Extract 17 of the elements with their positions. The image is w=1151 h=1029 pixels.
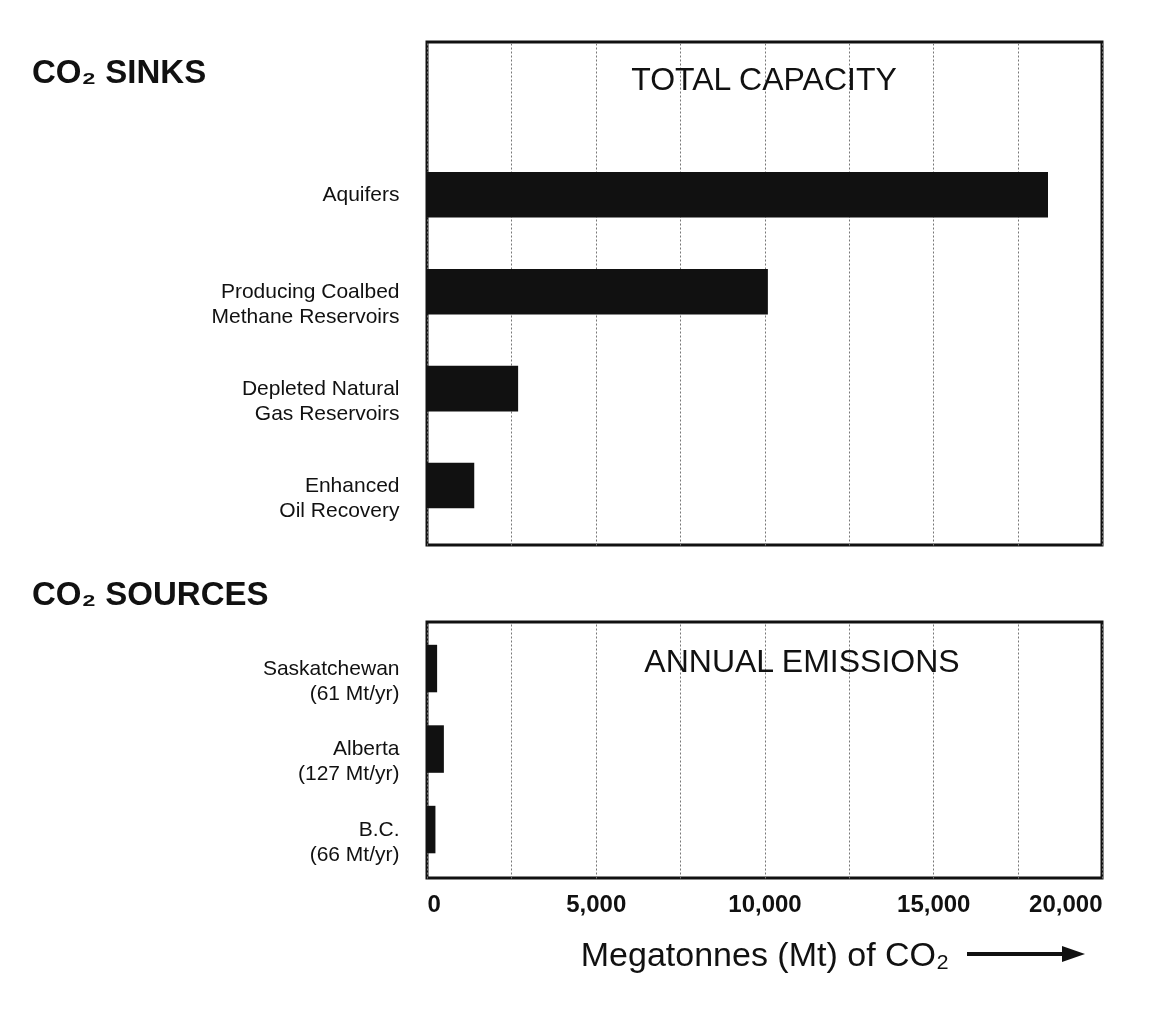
text: CO₂ SOURCES [32, 575, 269, 612]
y-tick-label: Aquifers [322, 181, 400, 205]
x-tick-label: 5,000 [566, 889, 627, 917]
x-tick-label: 10,000 [728, 889, 802, 917]
x-tick-label: 20,000 [1029, 889, 1103, 917]
y-tick-label: Depleted Natural Gas Reservoirs [241, 375, 400, 424]
y-tick-label: Alberta (127 Mt/yr) [297, 736, 400, 785]
annotation: ANNUAL EMISSIONS [644, 643, 960, 679]
y-tick-label: Enhanced Oil Recovery [279, 472, 400, 521]
text: CO₂ SINKS [32, 53, 207, 90]
y-tick-label: Producing Coalbed Methane Reservoirs [211, 278, 400, 327]
y-tick-label: B.C. (66 Mt/yr) [309, 816, 400, 865]
text: TOTAL CAPACITY [631, 61, 897, 97]
y-tick-label: Saskatchewan (61 Mt/yr) [262, 655, 400, 704]
x-tick-label: 15,000 [897, 889, 971, 917]
x-tick-label: 0 [427, 889, 441, 917]
x-axis-title: Megatonnes (Mt) of CO₂ [580, 934, 950, 973]
